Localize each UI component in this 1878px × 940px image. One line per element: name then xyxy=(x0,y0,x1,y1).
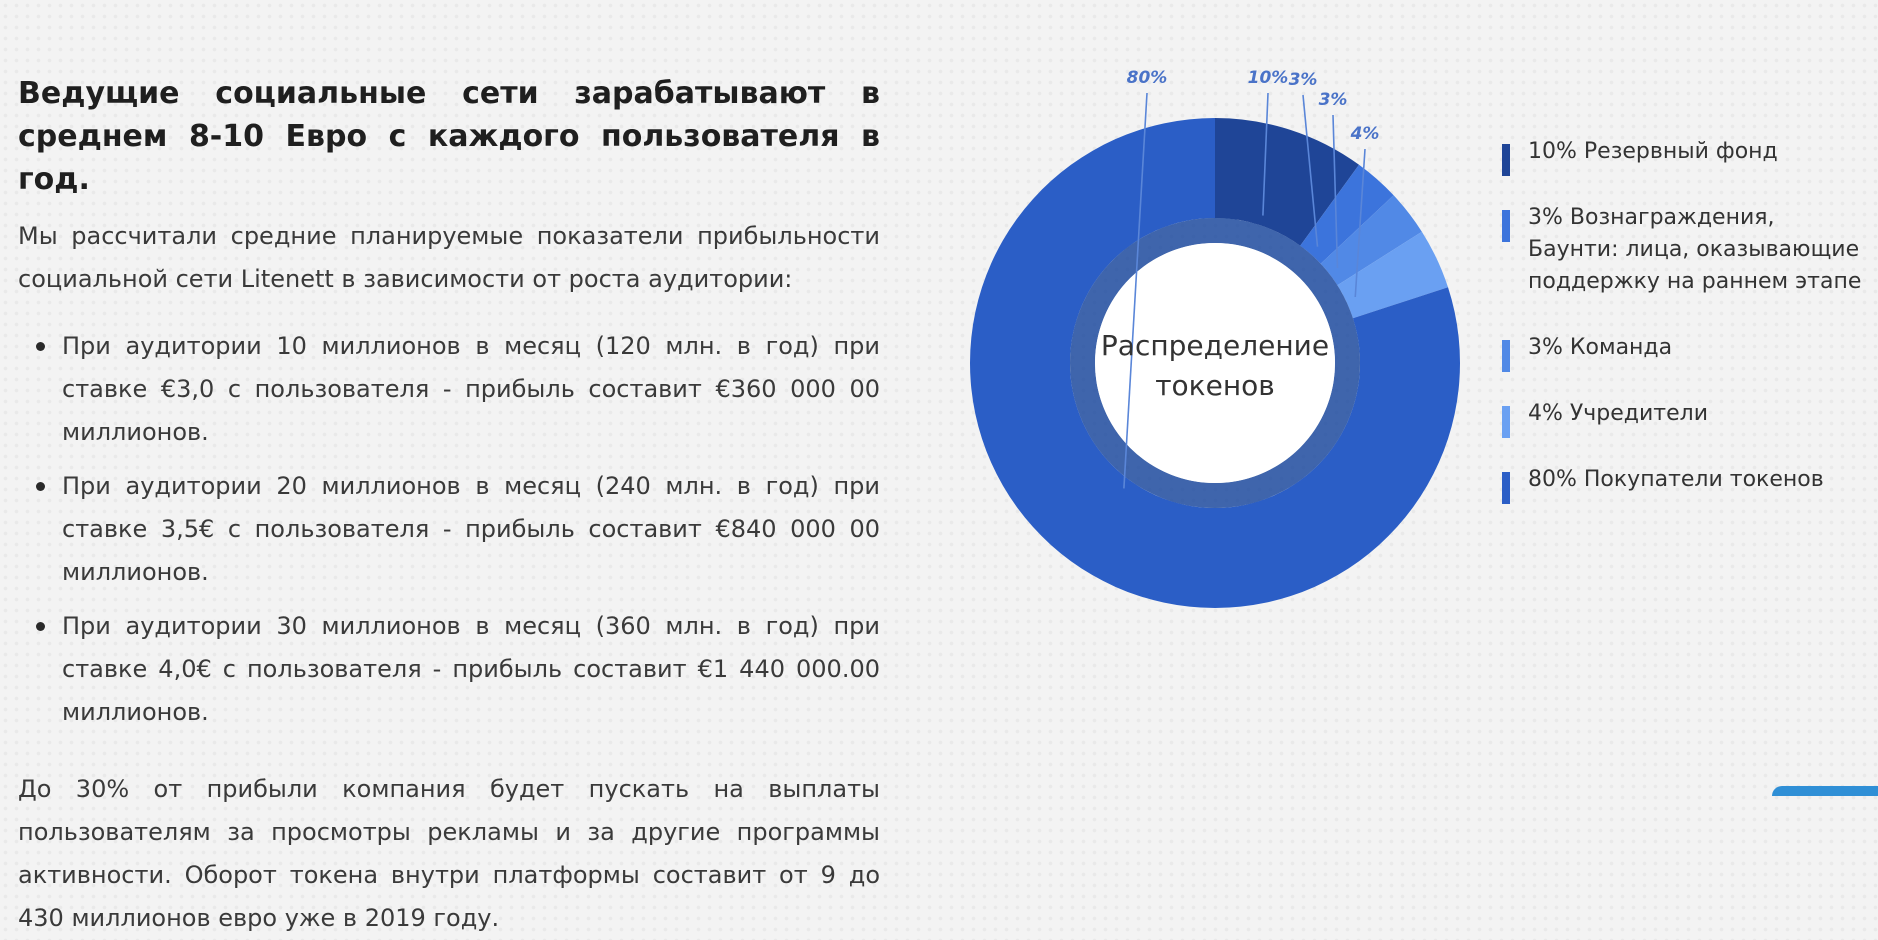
legend-label: 3% Вознаграждения, Баунти: лица, оказыва… xyxy=(1528,205,1862,294)
pie-slice xyxy=(1300,164,1394,264)
data-label: 80% xyxy=(1127,68,1168,88)
pie-slice xyxy=(1337,231,1449,319)
leader-line xyxy=(1123,92,1148,489)
leader-line xyxy=(1302,94,1319,247)
data-label: 3% xyxy=(1289,70,1318,90)
data-label: 10% xyxy=(1248,68,1289,88)
legend-item-bounty: 3% Вознаграждения, Баунти: лица, оказыва… xyxy=(1502,202,1878,298)
chart-title: Распределение токенов xyxy=(1101,329,1329,402)
bullet-item: При аудитории 30 миллионов в месяц (360 … xyxy=(18,605,880,734)
legend-label: 3% Команда xyxy=(1528,335,1673,360)
bullet-text: При аудитории 10 миллионов в месяц (120 … xyxy=(62,332,880,446)
legend-swatch xyxy=(1502,472,1510,504)
chart-legend: 10% Резервный фонд 3% Вознаграждения, Ба… xyxy=(1502,136,1878,530)
bullet-item: При аудитории 20 миллионов в месяц (240 … xyxy=(18,465,880,594)
legend-swatch xyxy=(1502,340,1510,372)
legend-item-founders: 4% Учредители xyxy=(1502,398,1878,438)
text-column: Ведущие социальные сети зарабатывают в с… xyxy=(18,72,880,940)
headline: Ведущие социальные сети зарабатывают в с… xyxy=(18,76,880,197)
legend-label: 4% Учредители xyxy=(1528,401,1709,426)
leader-line xyxy=(1332,114,1339,269)
legend-swatch xyxy=(1502,144,1510,176)
bullet-dot-icon xyxy=(36,482,45,491)
data-label: 4% xyxy=(1350,124,1380,144)
legend-item-reserve-fund: 10% Резервный фонд xyxy=(1502,136,1878,176)
donut-hole xyxy=(1095,243,1335,483)
pie-slice xyxy=(970,118,1460,609)
legend-item-token-buyers: 80% Покупатели токенов xyxy=(1502,464,1878,504)
outro-paragraph: До 30% от прибыли компания будет пускать… xyxy=(18,775,880,932)
legend-swatch xyxy=(1502,210,1510,242)
donut-chart-svg: 80% 10% 3%3%4%Распределение токенов xyxy=(970,68,1460,609)
legend-label: 10% Резервный фонд xyxy=(1528,139,1778,164)
intro-paragraph: Мы рассчитали средние планируемые показа… xyxy=(18,222,880,293)
bullet-text: При аудитории 30 миллионов в месяц (360 … xyxy=(62,612,880,726)
legend-swatch xyxy=(1502,406,1510,438)
bullet-text: При аудитории 20 миллионов в месяц (240 … xyxy=(62,472,880,586)
legend-item-team: 3% Команда xyxy=(1502,332,1878,372)
pie-slice xyxy=(1320,195,1422,286)
inner-ring xyxy=(1070,218,1360,508)
scroll-to-top-button[interactable] xyxy=(1772,786,1878,796)
bullet-item: При аудитории 10 миллионов в месяц (120 … xyxy=(18,325,880,454)
legend-label: 80% Покупатели токенов xyxy=(1528,467,1824,492)
data-label: 3% xyxy=(1319,90,1348,110)
revenue-bullet-list: При аудитории 10 миллионов в месяц (120 … xyxy=(18,325,880,734)
leader-line xyxy=(1262,92,1269,216)
bullet-dot-icon xyxy=(36,622,45,631)
bullet-dot-icon xyxy=(36,342,45,351)
leader-line xyxy=(1354,148,1366,298)
pie-slice xyxy=(1215,118,1360,246)
token-distribution-chart: 80% 10% 3% 3% 4% Распределение токенов xyxy=(960,60,1500,620)
